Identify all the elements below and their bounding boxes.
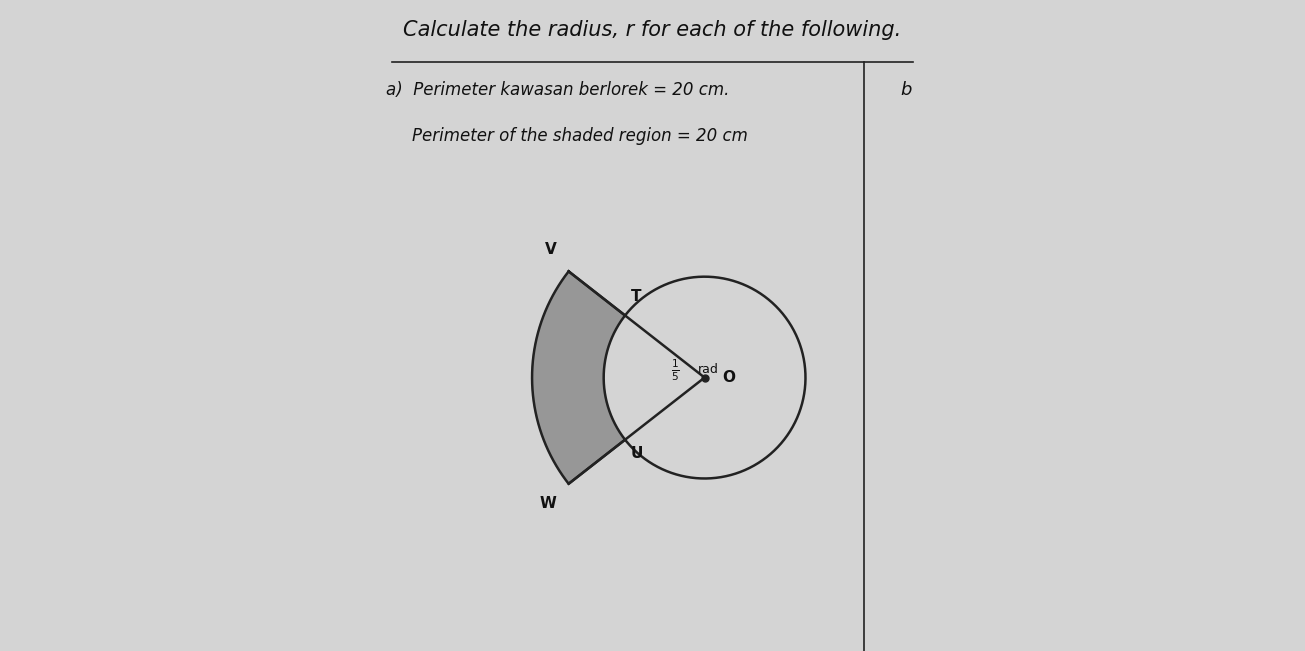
Text: a)  Perimeter kawasan berlorek = 20 cm.: a) Perimeter kawasan berlorek = 20 cm.: [385, 81, 729, 100]
Text: V: V: [545, 242, 557, 257]
Text: W: W: [540, 495, 557, 510]
Text: O: O: [722, 370, 735, 385]
Text: Perimeter of the shaded region = 20 cm: Perimeter of the shaded region = 20 cm: [411, 127, 748, 145]
Text: b: b: [900, 81, 911, 100]
Text: U: U: [630, 445, 643, 460]
Polygon shape: [532, 271, 625, 484]
Text: $\frac{1}{5}$: $\frac{1}{5}$: [671, 357, 680, 383]
Text: rad: rad: [698, 363, 719, 376]
Text: T: T: [630, 289, 642, 304]
Text: Calculate the radius, r for each of the following.: Calculate the radius, r for each of the …: [403, 20, 902, 40]
